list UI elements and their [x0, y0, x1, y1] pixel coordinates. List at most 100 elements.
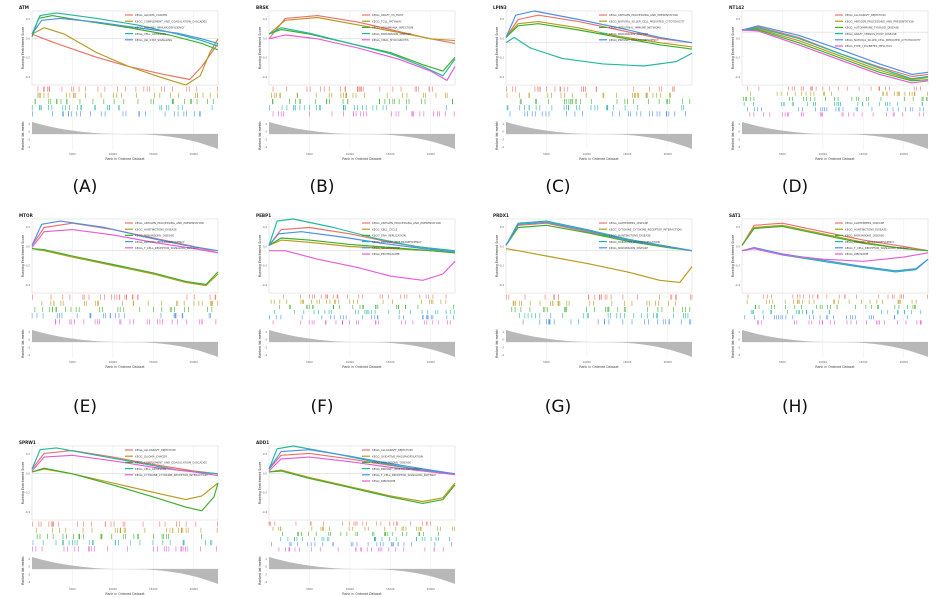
es-tick-label: 0.0 — [263, 244, 267, 248]
legend-entry: KEGG_HUNTINGTONS_DISEASE — [609, 234, 651, 238]
series-line — [505, 10, 693, 44]
x-tick-label: 20000 — [190, 587, 199, 591]
series-line — [31, 468, 219, 501]
rank-tick-label: 2 — [28, 557, 30, 561]
es-tick-label: -0.4 — [735, 283, 740, 287]
x-tick-label: 5000 — [306, 360, 313, 364]
ranked-metric-area — [742, 330, 928, 357]
legend-entry: KEGG_RIBOSOME — [845, 252, 869, 256]
x-tick-label: 20000 — [427, 152, 436, 156]
rank-tick-label: -4 — [27, 145, 30, 149]
es-tick-label: 0.2 — [736, 17, 740, 21]
es-tick-label: 0.0 — [26, 471, 30, 475]
es-tick-label: 0.0 — [500, 36, 504, 40]
series-line — [31, 467, 219, 512]
y-axis-label: Running Enrichment Score — [258, 462, 262, 504]
series-line — [268, 237, 456, 254]
x-axis-label: Rank in Ordered Dataset — [815, 365, 855, 369]
x-tick-label: 10000 — [346, 587, 355, 591]
rank-tick-label: -2 — [737, 345, 740, 349]
panel-label: (E) — [72, 397, 97, 417]
x-tick-label: 15000 — [386, 152, 395, 156]
legend-entry: KEGG_OXIDATIVE_PHOSPHORYLATION — [372, 454, 423, 458]
x-tick-label: 5000 — [69, 152, 76, 156]
x-tick-label: 5000 — [306, 152, 313, 156]
x-axis-label: Rank in Ordered Dataset — [105, 592, 145, 596]
x-tick-label: 10000 — [346, 360, 355, 364]
rank-tick-label: 2 — [502, 122, 504, 126]
x-tick-label: 15000 — [149, 587, 158, 591]
panel-sat1: SAT1 Running Enrichment Score Ranked list … — [729, 213, 929, 369]
x-axis-label: Rank in Ordered Dataset — [105, 157, 145, 161]
panel-title: SPRW1 — [19, 440, 36, 445]
x-tick-label: 20000 — [900, 360, 909, 364]
legend-entry: KEGG_TOLL_PATHWAY — [372, 19, 402, 23]
legend-entry: KEGG_CYTOKINE_CYTOKINE_RECEPTOR_INTERACT… — [135, 473, 208, 477]
series-line — [505, 23, 693, 50]
series-line — [741, 29, 929, 84]
rank-tick-label: -4 — [264, 145, 267, 149]
es-plot-area — [268, 218, 456, 294]
es-tick-label: 0.2 — [263, 225, 267, 229]
legend-entry: KEGG_T_CELL_RECEPTOR_SIGNALING_PATHWAY — [372, 473, 437, 477]
legend-entry: KEGG_PARKINSONS_DISEASE — [609, 32, 648, 36]
ranked-metric-area — [506, 330, 692, 357]
es-tick-label: -0.2 — [262, 264, 267, 268]
legend-entry: KEGG_JAK_STAT_SIGNALING — [135, 38, 172, 42]
ranked-metric-area — [742, 122, 928, 149]
panel-title: NT142 — [729, 5, 744, 10]
x-tick-label: 5000 — [543, 152, 550, 156]
legend-entry: KEGG_NATURAL_KILLER_CELL_MEDIATED_CYTOTO… — [609, 19, 685, 23]
y-axis-label: Running Enrichment Score — [21, 462, 25, 504]
legend-entry: KEGG_ALZHEIMERS_DISEASE — [609, 221, 648, 225]
rank-tick-label: 0 — [28, 130, 30, 134]
x-tick-label: 5000 — [306, 587, 313, 591]
es-tick-label: 0.0 — [263, 36, 267, 40]
es-tick-label: 0.2 — [26, 17, 30, 21]
es-tick-label: -0.4 — [262, 510, 267, 514]
rank-tick-label: 2 — [28, 122, 30, 126]
es-tick-label: -0.4 — [25, 510, 30, 514]
rank-tick-label: -2 — [27, 572, 30, 576]
y-axis-label: Running Enrichment Score — [258, 235, 262, 277]
legend-entry: KEGG_ALLOGRAFT_REJECTION — [135, 448, 175, 452]
x-tick-label: 5000 — [779, 152, 786, 156]
legend-entry: KEGG_COMPLEMENT_AND_COAGULATION_CASCADES — [135, 19, 207, 23]
x-tick-label: 15000 — [386, 587, 395, 591]
panel-label: (G) — [544, 397, 572, 417]
es-tick-label: 0.0 — [263, 471, 267, 475]
rank-tick-label: 2 — [502, 330, 504, 334]
legend-entry: KEGG_ALLOGRAFT_REJECTION — [845, 13, 885, 17]
y-axis-label-rank: Ranked list metric — [495, 329, 499, 358]
series-line — [505, 36, 693, 67]
x-tick-label: 15000 — [623, 152, 632, 156]
rank-tick-label: 0 — [265, 338, 267, 342]
es-tick-label: 0.0 — [736, 244, 740, 248]
rank-tick-label: -2 — [501, 137, 504, 141]
legend-entry: KEGG_SPLICEOSOME — [372, 246, 400, 250]
panel-atm: ATM Running Enrichment Score Ranked list m… — [19, 5, 219, 161]
x-tick-label: 10000 — [583, 360, 592, 364]
series-line — [742, 29, 929, 82]
rank-tick-label: 0 — [738, 130, 740, 134]
es-plot-area — [268, 10, 456, 86]
y-axis-label: Running Enrichment Score — [258, 27, 262, 69]
legend-entry: KEGG_PRIMARY_IMMUNODEFICIENCY — [135, 240, 185, 244]
legend-entry: KEGG_ALZHEIMERS_DISEASE — [845, 221, 884, 225]
x-tick-label: 20000 — [664, 152, 673, 156]
x-tick-label: 15000 — [623, 360, 632, 364]
x-tick-label: 10000 — [819, 360, 828, 364]
rank-tick-label: -4 — [27, 580, 30, 584]
es-tick-label: -0.2 — [499, 56, 504, 60]
x-tick-label: 15000 — [149, 360, 158, 364]
y-axis-label: Running Enrichment Score — [731, 235, 735, 277]
y-axis-label-rank: Ranked list metric — [731, 121, 735, 150]
legend-entry: KEGG_ANTIGEN_PROCESSING_AND_PRESENTATION — [609, 13, 678, 17]
legend-entry: KEGG_LEISHMANIA_INFECTION — [372, 26, 413, 30]
x-axis-label: Rank in Ordered Dataset — [579, 157, 619, 161]
x-tick-label: 5000 — [543, 360, 550, 364]
x-tick-label: 15000 — [859, 152, 868, 156]
series-line — [31, 12, 219, 47]
legend-entry: KEGG_INTESTINAL_IMMUNE_NETWORK — [609, 26, 661, 30]
